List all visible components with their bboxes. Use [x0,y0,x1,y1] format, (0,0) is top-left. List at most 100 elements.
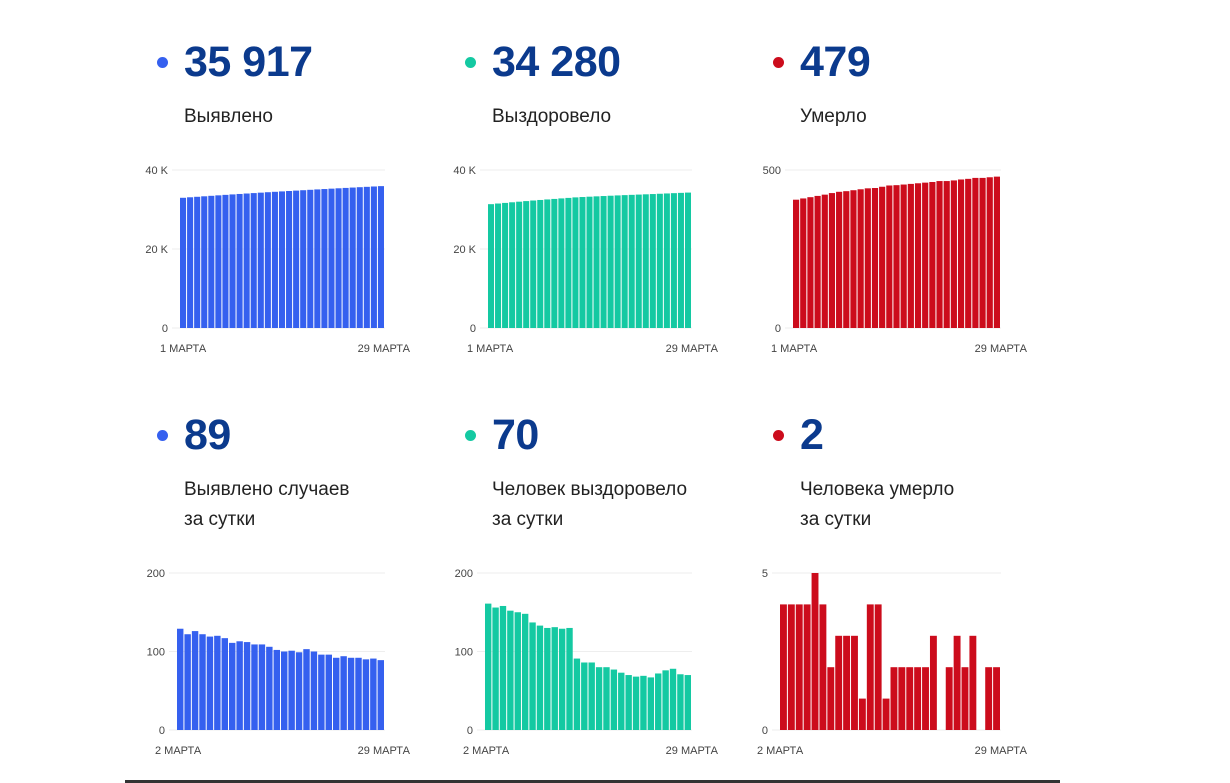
bar [558,198,565,328]
bar [581,662,588,730]
bar [278,191,286,328]
bar [530,200,537,328]
bar [565,197,572,328]
bar [355,657,362,730]
y-tick-label: 200 [455,568,473,580]
bar [662,670,669,730]
x-tick-label-start: 2 МАРТА [155,745,202,757]
bar [684,192,691,328]
bar [906,667,914,730]
bar [871,188,879,328]
bar [677,192,684,328]
bar [293,190,300,328]
bar [321,189,328,328]
bar [551,627,558,730]
chart-2: 0 500 1 МАРТА 29 МАРТА [763,165,1028,355]
bar [595,667,603,730]
y-tick-label: 0 [775,323,781,335]
bar [985,667,993,730]
bar [537,199,544,328]
bar [993,176,1000,328]
bar [335,188,342,328]
y-tick-label: 40 K [145,165,168,177]
bar [362,659,370,730]
bar [614,195,621,328]
bar [257,192,264,328]
bar [377,660,384,730]
bar [236,641,243,730]
bar [943,181,950,328]
bar [514,612,521,730]
bar [251,644,258,730]
bar [370,186,377,328]
bar [929,635,937,730]
bar [295,652,303,730]
y-tick-label: 0 [470,323,476,335]
bar [610,669,618,730]
x-tick-label-end: 29 МАРТА [975,343,1028,355]
bar [945,667,953,730]
bar [303,649,310,730]
bar [250,193,257,328]
bar [325,654,332,730]
bar [670,193,677,328]
bar [795,604,803,730]
y-tick-label: 500 [763,165,781,177]
x-tick-label-end: 29 МАРТА [666,343,719,355]
bar [229,642,236,730]
bar [669,668,677,730]
x-tick-label-start: 1 МАРТА [160,343,207,355]
bar [566,627,573,730]
bar [874,604,882,730]
recovered-dot-icon [465,57,476,68]
bar [333,657,340,730]
bar [544,627,551,730]
bar [914,667,922,730]
bar [349,187,356,328]
bar [208,195,215,328]
bar [509,202,516,328]
bar [243,642,251,730]
bar [558,628,566,730]
stat-value: 2 [800,411,824,459]
stat-label-line2: за сутки [184,509,256,530]
bar [922,182,929,328]
y-tick-label: 0 [162,323,168,335]
bar [787,604,795,730]
bar [377,186,384,328]
stat-label: Выздоровело [492,106,612,127]
bar [907,183,914,328]
x-tick-label-end: 29 МАРТА [358,745,411,757]
bar [800,198,807,328]
bar [342,187,349,328]
x-tick-label-start: 1 МАРТА [771,343,818,355]
bar [647,677,655,730]
bar [266,646,273,730]
deaths-dot-icon [773,57,784,68]
bar [893,185,900,328]
bar [961,667,969,730]
stat-label-line1: Выявлено случаев [184,479,350,500]
bar [314,189,321,328]
bar [264,192,271,328]
bar [318,654,325,730]
bar [572,197,579,328]
bar [953,635,961,730]
bar [286,191,293,328]
bar [177,628,184,730]
bar [828,193,836,328]
bar [215,195,222,328]
stat-label: Выявлено [184,106,273,127]
bar [191,631,199,730]
bar [950,180,957,328]
bar [184,634,191,730]
recovered-dot-icon [465,430,476,441]
y-tick-label: 40 K [453,165,476,177]
stat-value: 70 [492,411,539,459]
bar [635,194,642,328]
bar [273,649,280,730]
bar [347,657,355,730]
bar [663,193,670,328]
stat-value: 35 917 [184,38,313,86]
bar [836,191,843,328]
